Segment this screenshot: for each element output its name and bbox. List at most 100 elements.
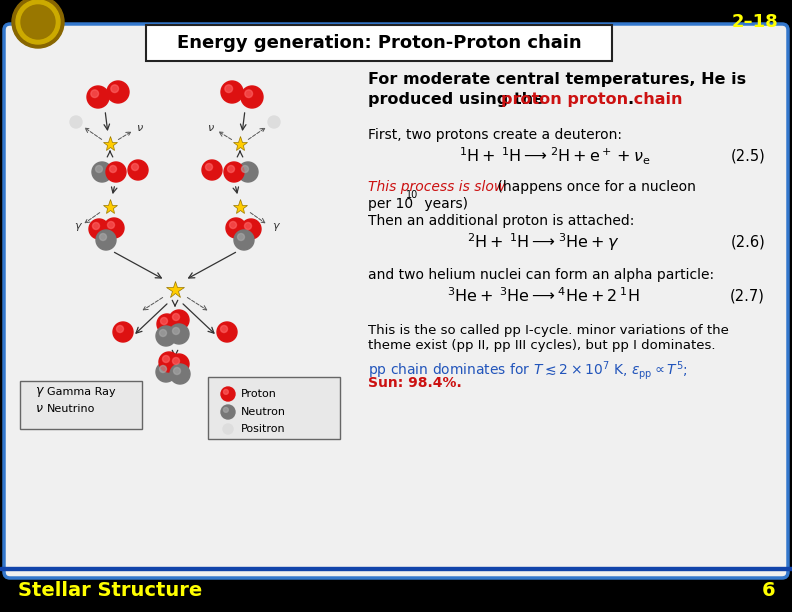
Circle shape <box>241 86 263 108</box>
Text: This is the so called pp I-cycle. minor variations of the: This is the so called pp I-cycle. minor … <box>368 324 729 337</box>
Circle shape <box>245 90 253 97</box>
Bar <box>0 567 792 570</box>
Text: $^2\mathrm{H} + \,{}^1\mathrm{H} \longrightarrow {}^3\mathrm{He} + \gamma$: $^2\mathrm{H} + \,{}^1\mathrm{H} \longri… <box>466 231 619 253</box>
Text: This process is slow: This process is slow <box>368 180 505 194</box>
Text: $\nu$: $\nu$ <box>35 403 44 416</box>
Circle shape <box>100 234 106 241</box>
Circle shape <box>159 352 179 372</box>
Circle shape <box>223 424 233 434</box>
Circle shape <box>169 324 189 344</box>
FancyBboxPatch shape <box>4 24 788 578</box>
Circle shape <box>238 234 245 241</box>
Circle shape <box>173 327 180 335</box>
Circle shape <box>89 219 109 239</box>
Circle shape <box>93 223 100 230</box>
Text: Sun: 98.4%.: Sun: 98.4%. <box>368 376 462 390</box>
Text: theme exist (pp II, pp III cycles), but pp I dominates.: theme exist (pp II, pp III cycles), but … <box>368 339 715 352</box>
Text: (2.6): (2.6) <box>730 234 765 250</box>
Circle shape <box>104 218 124 238</box>
Circle shape <box>111 85 119 92</box>
Text: .: . <box>627 92 633 107</box>
Circle shape <box>159 329 166 337</box>
Circle shape <box>169 310 189 330</box>
Text: (2.7): (2.7) <box>730 288 765 304</box>
FancyBboxPatch shape <box>208 377 340 439</box>
Circle shape <box>223 408 228 412</box>
Circle shape <box>221 387 235 401</box>
Circle shape <box>92 162 112 182</box>
Text: per 10: per 10 <box>368 197 413 211</box>
Circle shape <box>106 162 126 182</box>
Circle shape <box>241 219 261 239</box>
Text: and two helium nuclei can form an alpha particle:: and two helium nuclei can form an alpha … <box>368 268 714 282</box>
Text: $\gamma$: $\gamma$ <box>272 221 281 233</box>
Circle shape <box>223 389 228 394</box>
Circle shape <box>220 326 227 332</box>
Circle shape <box>107 81 129 103</box>
Circle shape <box>268 116 280 128</box>
Text: 2–18: 2–18 <box>731 13 778 31</box>
Circle shape <box>173 357 180 365</box>
Text: Neutron: Neutron <box>241 407 286 417</box>
Circle shape <box>217 322 237 342</box>
Circle shape <box>12 0 64 48</box>
Circle shape <box>116 326 124 332</box>
Text: $^1\mathrm{H} + \,{}^1\mathrm{H} \longrightarrow {}^2\mathrm{H} + \mathrm{e}^+ +: $^1\mathrm{H} + \,{}^1\mathrm{H} \longri… <box>459 145 651 166</box>
Circle shape <box>230 222 237 228</box>
Circle shape <box>245 223 252 230</box>
Circle shape <box>170 364 190 384</box>
Circle shape <box>16 0 60 44</box>
Circle shape <box>205 163 212 171</box>
Circle shape <box>226 218 246 238</box>
Circle shape <box>108 222 115 228</box>
Text: $\nu$: $\nu$ <box>207 123 215 133</box>
Text: Gamma Ray: Gamma Ray <box>47 387 116 397</box>
Text: $\gamma$: $\gamma$ <box>74 221 83 233</box>
Text: Neutrino: Neutrino <box>47 404 95 414</box>
Text: Positron: Positron <box>241 424 286 434</box>
Circle shape <box>162 356 169 362</box>
Text: $^3\mathrm{He} + \,{}^3\mathrm{He} \longrightarrow {}^4\mathrm{He} + 2\,{}^1\mat: $^3\mathrm{He} + \,{}^3\mathrm{He} \long… <box>447 286 639 305</box>
Circle shape <box>173 367 181 375</box>
Circle shape <box>202 160 222 180</box>
Circle shape <box>242 165 249 173</box>
Text: For moderate central temperatures, He is: For moderate central temperatures, He is <box>368 72 746 87</box>
Circle shape <box>113 322 133 342</box>
Text: years): years) <box>420 197 468 211</box>
Circle shape <box>87 86 109 108</box>
Text: Then an additional proton is attached:: Then an additional proton is attached: <box>368 214 634 228</box>
Text: First, two protons create a deuteron:: First, two protons create a deuteron: <box>368 128 622 142</box>
Text: Stellar Structure: Stellar Structure <box>18 581 202 600</box>
Circle shape <box>227 165 234 173</box>
Circle shape <box>234 230 254 250</box>
Text: produced using the: produced using the <box>368 92 550 107</box>
Circle shape <box>21 5 55 39</box>
Text: $\nu$: $\nu$ <box>136 123 144 133</box>
Text: 6: 6 <box>761 581 775 600</box>
Text: (2.5): (2.5) <box>730 149 765 163</box>
Circle shape <box>96 165 102 173</box>
Circle shape <box>70 116 82 128</box>
Text: $\gamma$: $\gamma$ <box>35 385 45 399</box>
Text: (happens once for a nucleon: (happens once for a nucleon <box>493 180 696 194</box>
Circle shape <box>221 81 243 103</box>
Circle shape <box>109 165 116 173</box>
Text: proton proton chain: proton proton chain <box>501 92 683 107</box>
Text: Proton: Proton <box>241 389 277 399</box>
Circle shape <box>161 318 167 324</box>
Circle shape <box>169 354 189 374</box>
Circle shape <box>224 162 244 182</box>
Circle shape <box>157 314 177 334</box>
Circle shape <box>131 163 139 171</box>
Text: Energy generation: Proton-Proton chain: Energy generation: Proton-Proton chain <box>177 34 581 52</box>
Circle shape <box>156 326 176 346</box>
Circle shape <box>173 313 180 321</box>
Circle shape <box>221 405 235 419</box>
Circle shape <box>128 160 148 180</box>
Circle shape <box>96 230 116 250</box>
FancyBboxPatch shape <box>146 25 612 61</box>
Circle shape <box>159 365 166 373</box>
Circle shape <box>156 362 176 382</box>
Circle shape <box>225 85 233 92</box>
Text: pp chain dominates for $T \lesssim 2 \times 10^7$ K, $\epsilon_{\rm pp} \propto : pp chain dominates for $T \lesssim 2 \ti… <box>368 359 687 382</box>
